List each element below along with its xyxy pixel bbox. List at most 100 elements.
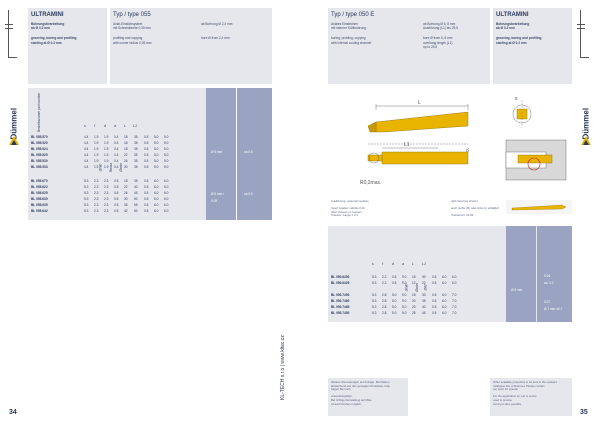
table-cell: 12 [412,281,416,285]
table-cell: 26 [124,159,128,163]
table-cell: 60 [134,209,138,213]
part-number: BL 050.6425 [331,281,350,285]
table-cell: 18 [124,135,128,139]
right-side-strip: Dümmel 35 [572,0,600,424]
table-cell: 35 [134,141,138,145]
table-cell: 0.5 [392,275,397,279]
svg-text:d: d [466,148,469,154]
table-cell: 0.5 [114,203,119,207]
table-cell: 0.5 [144,135,149,139]
table-cell: 9.0 [402,311,407,315]
part-number: BL 050.6450 [331,275,350,279]
table-cell: 5.0 [392,305,397,309]
table-cell: 2.3 [104,185,109,189]
table-row: BL 055.524 4.4 1.9 1.9 0.4 18 35 0.5 5.0 5.0 [28,146,272,152]
dummel-logo: Dümmel [575,92,597,148]
table-cell: 2.3 [104,197,109,201]
table-cell: 6.0 [164,209,169,213]
table-row: BL 055.635 5.3 2.3 2.3 0.5 35 55 0.5 6.0 6.0 [28,202,272,208]
table-cell: 6.0 [442,293,447,297]
svg-text:L1: L1 [404,142,410,148]
table-cell: 0.4 [114,147,119,151]
part-number: BL 055.670 [31,179,48,183]
table-cell: 0.4 [114,153,119,157]
table-cell: 4.4 [84,147,89,151]
table-cell: 26 [124,191,128,195]
table-cell: 35 [134,135,138,139]
table-cell: 6.0 [164,191,169,195]
toolholder-band-2 [237,88,272,220]
table-cell: 30 [422,275,426,279]
part-number: BL 055.524 [31,147,48,151]
toolholder-band-1 [206,88,236,220]
table-row: BL 050.7460 5.3 2.8 5.0 9.0 20 35 0.5 6.0 7.0 [328,298,572,304]
part-number: BL 055.533 [31,165,48,169]
table-cell: 7.0 [452,305,457,309]
table-cell: 6.0 [154,179,159,183]
table-cell: 0.5 [432,311,437,315]
table-cell: 5.3 [84,209,89,213]
side-url-text: KL-TECH s.r.o | www.kltec.cz [280,335,286,400]
table-cell: 5.0 [164,147,169,151]
table-row: BL 055.525 4.4 1.9 1.9 0.4 22 35 0.5 5.0 5.0 [28,152,272,158]
table-cell: 9.0 [402,305,407,309]
table-cell: 0.5 [144,197,149,201]
table-cell: 22 [124,153,128,157]
footnote-en: Other available properties to be sent to… [490,378,572,416]
table-cell: 2.3 [94,191,99,195]
part-number: BL 055.530 [31,159,48,163]
table-cell: 4.4 [84,165,89,169]
table-row: BL 055.670 5.3 2.3 2.3 0.5 18 35 0.5 6.0 6.0 [28,178,272,184]
table-cell: 0.5 [144,203,149,207]
table-cell: 7.0 [452,293,457,297]
table-cell: 9.0 [402,275,407,279]
part-number: BL 050.7450 [331,293,350,297]
table-row: BL 050.6425 5.3 2.2 0.5 9.0 12 22 0.5 6.0 6.0 [328,280,572,286]
table-cell: 5.0 [154,147,159,151]
table-row: BL 055.570 4.4 1.9 1.9 0.4 18 35 0.5 5.0 5.0 [28,134,272,140]
svg-text:L: L [418,100,421,106]
table-cell: 18 [124,179,128,183]
page-number: 34 [9,409,17,416]
table-cell: 6.0 [452,281,457,285]
table-cell: 5.0 [164,141,169,145]
table-cell: 2.8 [382,293,387,297]
notes-right: right hand (as shown) auch rechts (R) od… [451,199,500,218]
table-cell: 0.4 [114,165,119,169]
table-cell: 22 [422,281,426,285]
table-cell: 2.8 [382,305,387,309]
type-title: Typ / type 055 [113,12,151,18]
table-cell: 2.3 [104,209,109,213]
table-cell: 6.0 [164,197,169,201]
table-cell: 1.9 [104,153,109,157]
table-cell: 5.3 [372,311,377,315]
table-cell: 35 [134,165,138,169]
table-cell: 5.3 [372,293,377,297]
table-cell: 0.5 [144,209,149,213]
page-number: 35 [580,409,588,416]
table-cell: 1.9 [104,141,109,145]
table-cell: 1.9 [94,147,99,151]
table-cell: 0.4 [114,135,119,139]
table-cell: 6.0 [164,185,169,189]
toolholder-band-1 [506,226,536,322]
table-cell: 16 [412,275,416,279]
table-cell: 42 [124,209,128,213]
table-cell: 5.0 [392,293,397,297]
table-cell: 20 [412,305,416,309]
table-cell: 0.5 [432,293,437,297]
table-row: BL 050.7465 5.3 2.8 5.0 9.0 20 40 0.5 6.0 7.0 [328,304,572,310]
table-cell: 0.5 [144,165,149,169]
svg-text:R0,2max.: R0,2max. [360,180,381,186]
header-type-055: Typ / type 055 Axial-Einstichsystem mit … [110,8,272,84]
table-cell: 2.3 [104,179,109,183]
table-cell: 6.0 [164,179,169,183]
table-row: BL 050.7450 5.3 2.8 5.0 9.0 18 30 0.5 6.0 7.0 [328,292,572,298]
table-cell: 1.9 [104,159,109,163]
table-cell: 5.0 [164,165,169,169]
table-cell: 9.0 [402,281,407,285]
table-cell: 4.4 [84,153,89,157]
table-cell: 4.4 [84,135,89,139]
table-cell: 22 [124,185,128,189]
table-cell: 0.5 [114,209,119,213]
